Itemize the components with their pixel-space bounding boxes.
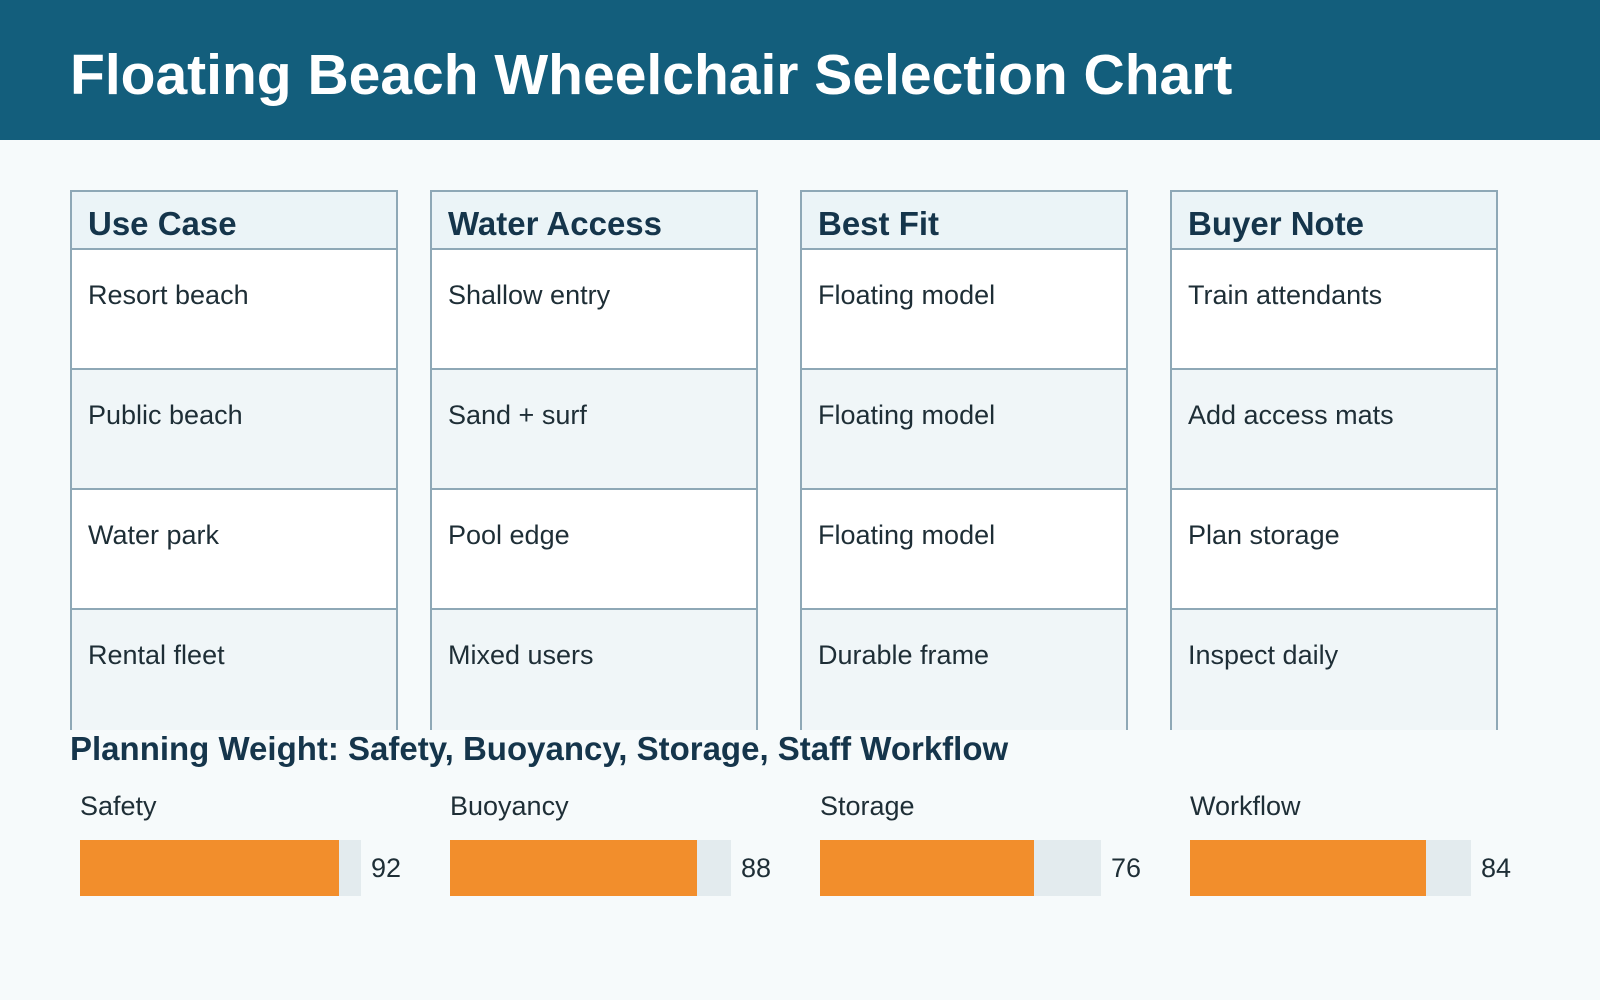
metric-bar-track: [1190, 840, 1471, 896]
metric-workflow: Workflow 84: [1180, 788, 1540, 898]
metric-value: 76: [1111, 853, 1142, 883]
column-best-fit: Best Fit Floating model Floating model F…: [800, 190, 1128, 730]
metric-safety: Safety 92: [70, 788, 430, 898]
table-cell: Inspect daily: [1172, 610, 1496, 730]
metric-buoyancy: Buoyancy 88: [440, 788, 800, 898]
metric-bar-track: [820, 840, 1101, 896]
metric-bar-fill: [820, 840, 1034, 896]
table-cell: Floating model: [802, 250, 1126, 370]
page-title: Floating Beach Wheelchair Selection Char…: [70, 43, 1233, 107]
metric-label: Safety: [80, 791, 157, 821]
column-header: Water Access: [432, 192, 756, 250]
table-cell: Shallow entry: [432, 250, 756, 370]
table-cell: Durable frame: [802, 610, 1126, 730]
table-cell: Public beach: [72, 370, 396, 490]
table-cell: Floating model: [802, 490, 1126, 610]
column-buyer-note: Buyer Note Train attendants Add access m…: [1170, 190, 1498, 730]
column-header: Buyer Note: [1172, 192, 1496, 250]
metric-value: 88: [741, 853, 772, 883]
table-cell: Plan storage: [1172, 490, 1496, 610]
column-header: Best Fit: [802, 192, 1126, 250]
table-cell: Rental fleet: [72, 610, 396, 730]
table-cell: Sand + surf: [432, 370, 756, 490]
table-cell: Pool edge: [432, 490, 756, 610]
column-use-case: Use Case Resort beach Public beach Water…: [70, 190, 398, 730]
table-cell: Water park: [72, 490, 396, 610]
metric-label: Workflow: [1190, 791, 1301, 821]
metric-bar-fill: [450, 840, 697, 896]
metric-value: 84: [1481, 853, 1512, 883]
table-cell: Add access mats: [1172, 370, 1496, 490]
metric-bar-track: [80, 840, 361, 896]
metric-bar-fill: [1190, 840, 1426, 896]
table-cell: Resort beach: [72, 250, 396, 370]
column-water-access: Water Access Shallow entry Sand + surf P…: [430, 190, 758, 730]
weights-title: Planning Weight: Safety, Buoyancy, Stora…: [70, 730, 1009, 767]
table-cell: Floating model: [802, 370, 1126, 490]
column-header: Use Case: [72, 192, 396, 250]
metric-storage: Storage 76: [810, 788, 1170, 898]
metric-label: Buoyancy: [450, 791, 569, 821]
metric-bar-track: [450, 840, 731, 896]
metric-value: 92: [371, 853, 402, 883]
table-cell: Train attendants: [1172, 250, 1496, 370]
title-banner: Floating Beach Wheelchair Selection Char…: [0, 0, 1600, 140]
table-cell: Mixed users: [432, 610, 756, 730]
metric-bar-fill: [80, 840, 339, 896]
metric-label: Storage: [820, 791, 915, 821]
